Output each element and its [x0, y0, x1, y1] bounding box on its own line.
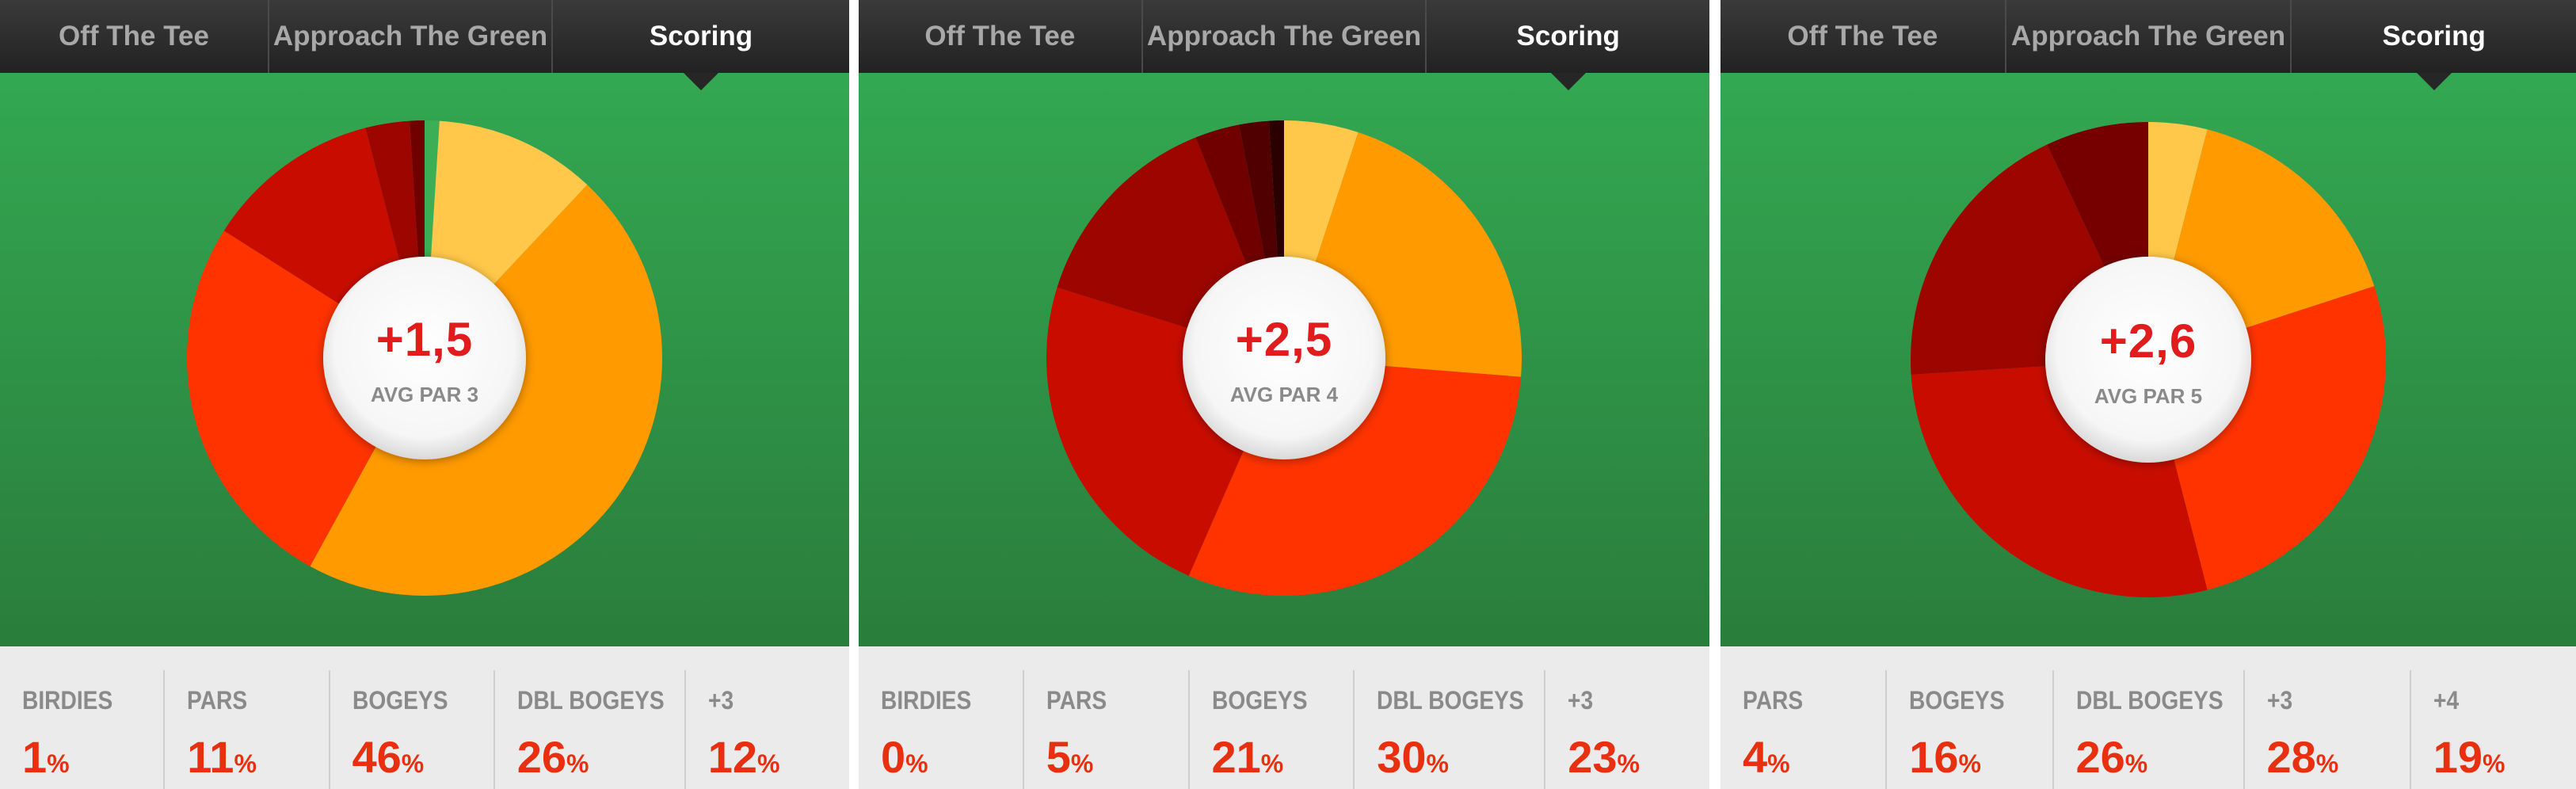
average-score: +2,5: [1235, 313, 1333, 366]
stat-label: BIRDIES: [22, 686, 113, 715]
stats-row: PARS 4% BOGEYS 16% DBL BOGEYS 26% +3 28%…: [1721, 646, 2576, 789]
chart-background: +1,5 AVG PAR 3: [0, 73, 849, 646]
tab-off-the-tee[interactable]: Off The Tee: [0, 0, 269, 73]
stat-bogeys: BOGEYS 21%: [1190, 670, 1355, 789]
stat-label: PARS: [1743, 686, 1804, 715]
stat-label: BOGEYS: [1909, 686, 2005, 715]
average-score: +2,6: [2099, 314, 2197, 368]
scoring-panel-par3: +1,5 AVG PAR 3 Off The Tee Approach The …: [0, 0, 849, 789]
stat-pars: PARS 11%: [165, 670, 330, 789]
stat-value: 4: [1743, 732, 1768, 782]
tab-approach-the-green[interactable]: Approach The Green: [2006, 0, 2292, 73]
stat-value: 26: [516, 732, 567, 782]
stat-label: +3: [2266, 686, 2292, 715]
stat-unit: %: [1426, 749, 1449, 778]
stat-label: DBL BOGEYS: [516, 686, 665, 715]
stat-value: 5: [1046, 732, 1071, 782]
stat-unit: %: [2483, 749, 2506, 778]
scoring-donut-chart: [186, 120, 662, 596]
scoring-donut-chart: [1046, 120, 1522, 596]
stat-label: PARS: [1046, 686, 1107, 715]
tab-bar: Off The Tee Approach The Green Scoring: [859, 0, 1709, 90]
scoring-panel-par5: +2,6 AVG PAR 5 Off The Tee Approach The …: [1721, 0, 2576, 789]
tab-bar: Off The Tee Approach The Green Scoring: [1721, 0, 2576, 90]
tab-scoring[interactable]: Scoring: [1427, 0, 1709, 90]
stat-unit: %: [2315, 749, 2339, 778]
stat-unit: %: [757, 749, 780, 778]
stat-label: DBL BOGEYS: [1377, 686, 1524, 715]
stat-dbl-bogeys: DBL BOGEYS 26%: [495, 670, 686, 789]
stat-label: DBL BOGEYS: [2075, 686, 2224, 715]
scoring-donut-chart: [1910, 122, 2387, 597]
tab-bar: Off The Tee Approach The Green Scoring: [0, 0, 849, 90]
stat-value: 23: [1568, 732, 1618, 782]
stat-value: 11: [187, 732, 234, 782]
stat-plus-3: +3 28%: [2245, 670, 2411, 789]
stat-plus-3: +3 12%: [686, 670, 849, 789]
donut-center-hole: [323, 257, 526, 459]
stat-bogeys: BOGEYS 46%: [330, 670, 495, 789]
stat-unit: %: [1958, 749, 1981, 778]
tab-scoring[interactable]: Scoring: [2292, 0, 2576, 90]
stat-label: BOGEYS: [1211, 686, 1307, 715]
stat-label: BIRDIES: [881, 686, 972, 715]
stat-dbl-bogeys: DBL BOGEYS 26%: [2054, 670, 2245, 789]
tab-approach-the-green[interactable]: Approach The Green: [269, 0, 553, 73]
tab-approach-the-green[interactable]: Approach The Green: [1143, 0, 1427, 73]
stat-label: PARS: [187, 686, 248, 715]
stat-unit: %: [566, 749, 589, 778]
stat-birdies: BIRDIES 1%: [0, 670, 166, 789]
center-summary: +1,5 AVG PAR 3: [322, 312, 528, 407]
stat-unit: %: [1767, 749, 1790, 778]
stat-unit: %: [401, 749, 425, 778]
stat-plus-3: +3 23%: [1545, 670, 1709, 789]
stat-unit: %: [1070, 749, 1094, 778]
chart-background: +2,5 AVG PAR 4: [859, 73, 1709, 646]
stat-label: +3: [707, 686, 734, 715]
stat-value: 30: [1377, 732, 1427, 782]
stat-pars: PARS 4%: [1721, 670, 1888, 789]
average-label: AVG PAR 3: [370, 383, 479, 406]
stat-unit: %: [234, 749, 257, 778]
stat-unit: %: [1617, 749, 1640, 778]
stat-label: +3: [1568, 686, 1594, 715]
chart-background: +2,6 AVG PAR 5: [1721, 73, 2576, 646]
stat-value: 16: [1909, 732, 1959, 782]
stat-unit: %: [2124, 749, 2148, 778]
stat-label: BOGEYS: [352, 686, 448, 715]
scoring-panel-par4: +2,5 AVG PAR 4 Off The Tee Approach The …: [859, 0, 1709, 789]
donut-center-hole: [2045, 257, 2251, 463]
stat-value: 28: [2266, 732, 2316, 782]
stat-value: 21: [1211, 732, 1261, 782]
average-label: AVG PAR 4: [1229, 383, 1339, 406]
stat-unit: %: [905, 749, 928, 778]
center-summary: +2,5 AVG PAR 4: [1181, 312, 1387, 407]
stats-row: BIRDIES 1% PARS 11% BOGEYS 46% DBL BOGEY…: [0, 646, 849, 789]
stat-unit: %: [47, 749, 70, 778]
stat-value: 46: [352, 732, 402, 782]
stat-value: 0: [881, 732, 906, 782]
stat-birdies: BIRDIES 0%: [859, 670, 1024, 789]
stat-pars: PARS 5%: [1024, 670, 1190, 789]
stat-bogeys: BOGEYS 16%: [1887, 670, 2054, 789]
stat-label: +4: [2433, 686, 2459, 715]
stats-row: BIRDIES 0% PARS 5% BOGEYS 21% DBL BOGEYS…: [859, 646, 1709, 789]
donut-center-hole: [1183, 257, 1385, 459]
stat-value: 19: [2433, 732, 2483, 782]
stat-unit: %: [1260, 749, 1284, 778]
stat-plus-4: +4 19%: [2411, 670, 2576, 789]
stat-dbl-bogeys: DBL BOGEYS 30%: [1355, 670, 1546, 789]
pie-slice-dbl-bogeys: [186, 231, 425, 566]
tab-off-the-tee[interactable]: Off The Tee: [1721, 0, 2006, 73]
tab-scoring[interactable]: Scoring: [553, 0, 849, 90]
tab-off-the-tee[interactable]: Off The Tee: [859, 0, 1143, 73]
stat-value: 26: [2075, 732, 2125, 782]
average-label: AVG PAR 5: [2094, 384, 2203, 408]
center-summary: +2,6 AVG PAR 5: [2045, 314, 2251, 409]
average-score: +1,5: [375, 313, 474, 366]
stat-value: 1: [22, 732, 48, 782]
stat-value: 12: [707, 732, 758, 782]
